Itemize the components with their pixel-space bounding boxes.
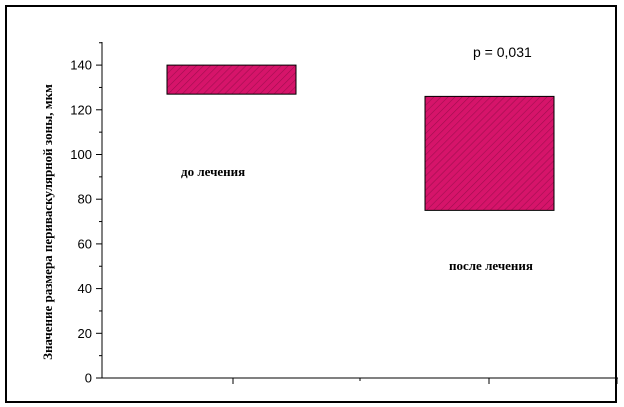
labels: до лечения после лечения <box>181 164 533 273</box>
y-tick-label: 100 <box>70 147 92 162</box>
y-tick-label: 20 <box>78 326 92 341</box>
range-bar-before <box>166 64 297 95</box>
y-tick-label: 60 <box>78 236 92 251</box>
bars <box>166 64 555 211</box>
y-axis-label: Значение размера периваскулярной зоны, м… <box>40 84 55 360</box>
y-tick-label: 120 <box>70 102 92 117</box>
range-bar-after <box>424 95 555 211</box>
bar-label-before: до лечения <box>181 164 245 179</box>
p-value-annotation: p = 0,031 <box>473 44 532 60</box>
axes: 0 20 40 60 80 100 120 140 <box>70 42 618 386</box>
bar-label-after: после лечения <box>449 258 533 273</box>
y-tick-label: 40 <box>78 281 92 296</box>
y-tick-label: 80 <box>78 192 92 207</box>
y-tick-label: 0 <box>85 371 92 386</box>
y-tick-label: 140 <box>70 58 92 73</box>
